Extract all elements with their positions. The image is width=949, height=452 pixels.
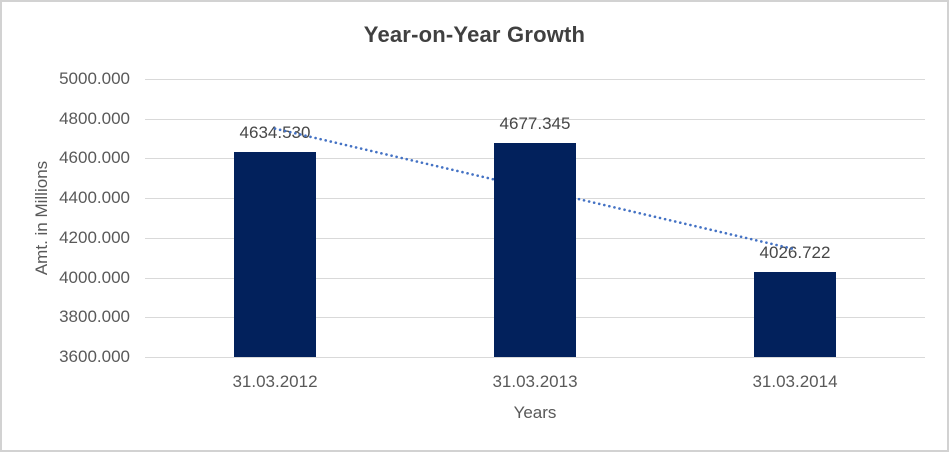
y-axis-tick-label: 3600.000 — [59, 347, 130, 366]
bar — [234, 151, 316, 357]
y-axis-tick-label: 4000.000 — [59, 267, 130, 287]
trendline-path — [273, 127, 797, 251]
data-label: 4026.722 — [759, 243, 831, 263]
y-axis-title: Amt. in Millions — [32, 160, 51, 276]
data-label: 4634.530 — [239, 122, 311, 142]
x-axis-title: Years — [513, 403, 557, 422]
y-axis-tick-label: 4400.000 — [59, 188, 130, 208]
plot-area: 4634.530 4677.345 4026.722 — [145, 79, 925, 358]
x-axis-tick-label: 31.03.2013 — [492, 372, 578, 391]
bar — [494, 143, 576, 357]
y-axis-tick-label: 4600.000 — [59, 148, 130, 168]
gridline — [145, 79, 925, 80]
x-axis-tick-label: 31.03.2012 — [232, 372, 318, 391]
x-axis-tick-label: 31.03.2014 — [752, 372, 838, 391]
trendline — [273, 127, 797, 251]
gridline — [145, 118, 925, 120]
y-axis-tick-label: 4800.000 — [59, 108, 130, 128]
y-axis-tick-label: 3800.000 — [59, 307, 130, 327]
y-axis-tick-label: 4200.000 — [59, 227, 130, 247]
data-label: 4677.345 — [499, 114, 571, 134]
bar — [754, 272, 836, 357]
y-axis-tick-label: 5000.000 — [59, 69, 130, 88]
chart-title: Year-on-Year Growth — [363, 22, 586, 47]
gridline — [145, 357, 925, 358]
